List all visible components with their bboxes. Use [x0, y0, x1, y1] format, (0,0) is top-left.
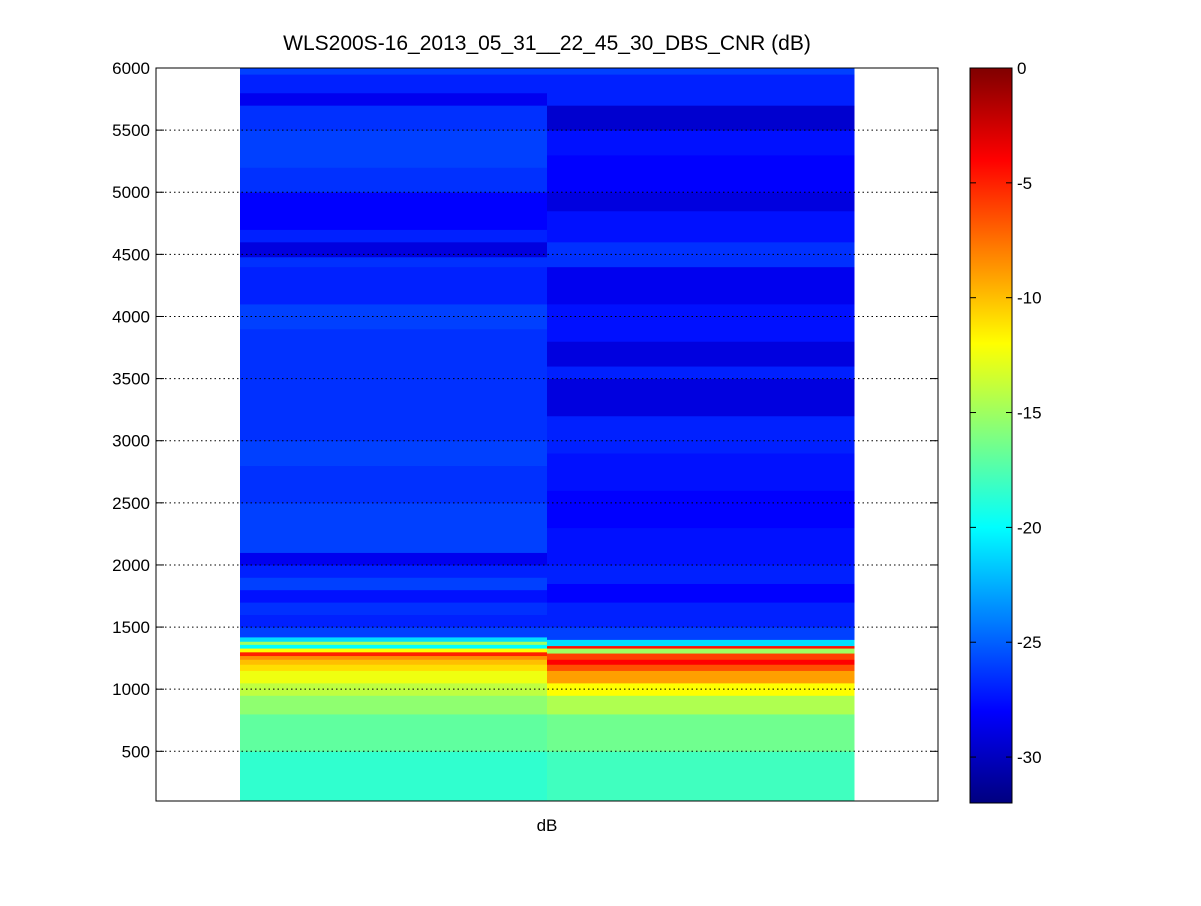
heatmap-cell: [240, 637, 548, 642]
heatmap-cell: [240, 644, 548, 649]
heatmap-cell: [240, 304, 548, 330]
heatmap-cell: [547, 192, 855, 212]
colorbar-gradient: [969, 67, 1013, 804]
heatmap-cell: [240, 648, 548, 653]
y-tick-label: 6000: [112, 59, 150, 78]
x-axis-label: dB: [537, 816, 558, 835]
heatmap-cell: [240, 670, 548, 684]
heatmap-cell: [547, 670, 855, 684]
heatmap-cell: [547, 714, 855, 752]
y-axis: 500 1000 1500 2000 2500 3000 3500 4000 4500 5000 5…: [112, 59, 938, 761]
y-tick-label: 5000: [112, 183, 150, 202]
heatmap-cell: [547, 415, 855, 454]
heatmap-cell: [240, 602, 548, 616]
heatmap-cell: [547, 583, 855, 603]
heatmap-cell: [240, 614, 548, 628]
heatmap-cell: [547, 341, 855, 367]
heatmap-area: [240, 68, 855, 802]
heatmap-cell: [547, 304, 855, 342]
y-tick-label: 2500: [112, 494, 150, 513]
heatmap-cell: [547, 68, 855, 75]
heatmap-cell: [240, 564, 548, 578]
y-tick-label: 1500: [112, 618, 150, 637]
heatmap-cell: [240, 465, 548, 504]
heatmap-cell: [547, 695, 855, 715]
heatmap-cell: [547, 664, 855, 671]
heatmap-cell: [547, 602, 855, 628]
heatmap-cell: [240, 651, 548, 657]
chart-title: WLS200S-16_2013_05_31__22_45_30_DBS_CNR …: [283, 32, 811, 55]
heatmap-cell: [240, 68, 548, 75]
heatmap-cell: [240, 256, 548, 268]
heatmap-cell: [240, 659, 548, 665]
heatmap-cell: [240, 328, 548, 379]
heatmap-cell: [547, 266, 855, 305]
y-tick-label: 5500: [112, 121, 150, 140]
heatmap-cell: [240, 714, 548, 752]
colorbar-tick-label: 0: [1017, 59, 1026, 78]
y-tick-label: 500: [122, 742, 150, 761]
heatmap-cell: [240, 589, 548, 603]
y-tick-label: 3500: [112, 370, 150, 389]
heatmap-cell: [547, 74, 855, 106]
heatmap-cell: [240, 74, 548, 94]
heatmap-cell: [547, 653, 855, 660]
heatmap-cell: [547, 645, 855, 649]
y-tick-label: 2000: [112, 556, 150, 575]
heatmap-cell: [547, 564, 855, 584]
heatmap-cell: [547, 105, 855, 131]
heatmap-cell: [240, 266, 548, 305]
heatmap-cell: [547, 490, 855, 529]
heatmap-cell: [240, 655, 548, 660]
colorbar-tick-label: -25: [1017, 633, 1042, 652]
colorbar-tick-label: -5: [1017, 174, 1032, 193]
colorbar-tick-label: -20: [1017, 518, 1042, 537]
colorbar-tick-label: -15: [1017, 404, 1042, 423]
heatmap-cell: [240, 577, 548, 591]
y-tick-label: 1000: [112, 680, 150, 699]
heatmap-cell: [240, 92, 548, 106]
heatmap-cell: [240, 130, 548, 168]
heatmap-cell: [240, 502, 548, 553]
heatmap-cell: [547, 627, 855, 640]
heatmap-cell: [240, 552, 548, 566]
heatmap-cell: [240, 229, 548, 243]
colorbar-tick-label: -30: [1017, 748, 1042, 767]
heatmap-cell: [547, 648, 855, 654]
heatmap-cell: [547, 366, 855, 379]
heatmap-cell: [240, 664, 548, 671]
heatmap-cell: [240, 241, 548, 258]
heatmap-cell: [240, 695, 548, 715]
heatmap-cell: [240, 440, 548, 466]
heatmap-cell: [240, 167, 548, 193]
plot-area-border: [155, 67, 939, 802]
heatmap-cell: [240, 192, 548, 230]
heatmap-cell: [547, 659, 855, 665]
heatmap-cell: [547, 527, 855, 566]
heatmap-cell: [547, 639, 855, 647]
colorbar: 0 -5 -10 -15 -20 -25 -30: [969, 59, 1042, 804]
heatmap-cell: [240, 378, 548, 442]
heatmap-cell: [547, 453, 855, 491]
heatmap-cell: [547, 154, 855, 193]
heatmap-cell: [547, 378, 855, 417]
heatmap-cell: [240, 682, 548, 696]
y-tick-label: 4000: [112, 307, 150, 326]
heatmap-cell: [547, 210, 855, 243]
heatmap-cell: [547, 751, 855, 802]
heatmap-cell: [547, 130, 855, 156]
y-tick-label: 4500: [112, 245, 150, 264]
heatmap-cell: [240, 641, 548, 645]
heatmap-cell: [240, 105, 548, 131]
heatmap-cell: [240, 627, 548, 638]
y-tick-label: 3000: [112, 432, 150, 451]
colorbar-tick-label: -10: [1017, 289, 1042, 308]
heatmap-cell: [240, 751, 548, 802]
